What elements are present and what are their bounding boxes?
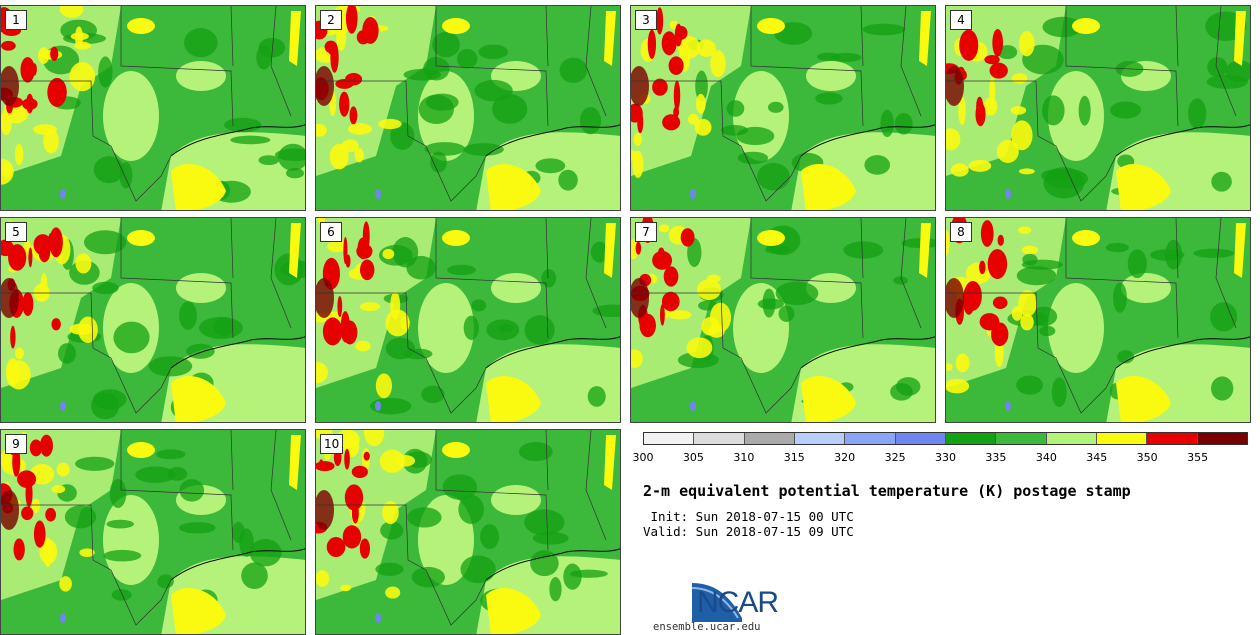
member-label: 5: [5, 222, 27, 242]
field-map: [631, 6, 935, 210]
member-label: 3: [635, 10, 657, 30]
colorbar-tick-label: 325: [884, 451, 906, 464]
member-panel-3: 3: [630, 5, 936, 211]
colorbar-segment: [794, 433, 846, 444]
member-label: 10: [320, 434, 344, 454]
member-label: 7: [635, 222, 657, 242]
field-map: [1, 218, 305, 422]
field-map: [631, 218, 935, 422]
field-map: [946, 218, 1250, 422]
colorbar-tick-label: 320: [834, 451, 856, 464]
valid-time: Valid: Sun 2018-07-15 09 UTC: [643, 524, 854, 539]
colorbar-tick-label: 340: [1035, 451, 1057, 464]
colorbar-tick-label: 350: [1136, 451, 1158, 464]
colorbar-segment: [1197, 433, 1247, 444]
colorbar-segment: [996, 433, 1047, 444]
colorbar-segment: [945, 433, 997, 444]
member-label: 9: [5, 434, 27, 454]
member-panel-6: 6: [315, 217, 621, 423]
colorbar-tick-label: 315: [783, 451, 805, 464]
colorbar-tick-label: 355: [1187, 451, 1209, 464]
member-label: 8: [950, 222, 972, 242]
member-panel-8: 8: [945, 217, 1251, 423]
plot-title: 2-m equivalent potential temperature (K)…: [643, 482, 1131, 500]
member-label: 1: [5, 10, 27, 30]
colorbar-tick-label: 330: [935, 451, 956, 464]
field-map: [316, 430, 620, 634]
member-panel-10: 10: [315, 429, 621, 635]
field-map: [316, 218, 620, 422]
field-map: [1, 430, 305, 634]
field-map: [946, 6, 1250, 210]
field-map: [1, 6, 305, 210]
field-map: [316, 6, 620, 210]
member-label: 2: [320, 10, 342, 30]
colorbar-tick-label: 335: [985, 451, 1007, 464]
colorbar-segment: [895, 433, 946, 444]
member-panel-9: 9: [0, 429, 306, 635]
member-label: 4: [950, 10, 972, 30]
colorbar-segment: [845, 433, 896, 444]
site-url: ensemble.ucar.edu: [653, 621, 761, 633]
colorbar-segment: [1147, 433, 1198, 444]
member-panel-4: 4: [945, 5, 1251, 211]
colorbar-tick-label: 300: [632, 451, 654, 464]
ncar-logo-text: NCAR: [697, 586, 779, 619]
member-panel-1: 1: [0, 5, 306, 211]
colorbar-segment: [1046, 433, 1097, 444]
member-panel-5: 5: [0, 217, 306, 423]
member-label: 6: [320, 222, 342, 242]
member-panel-2: 2: [315, 5, 621, 211]
colorbar-tick-label: 310: [733, 451, 755, 464]
colorbar-segment: [694, 433, 745, 444]
init-time: Init: Sun 2018-07-15 00 UTC: [643, 509, 854, 524]
colorbar-segment: [1096, 433, 1148, 444]
ncar-logo-icon: [691, 581, 743, 622]
colorbar-segment: [744, 433, 795, 444]
member-panel-7: 7: [630, 217, 936, 423]
colorbar: [643, 432, 1248, 445]
colorbar-tick-label: 305: [682, 451, 704, 464]
colorbar-segment: [644, 433, 695, 444]
colorbar-tick-label: 345: [1086, 451, 1108, 464]
